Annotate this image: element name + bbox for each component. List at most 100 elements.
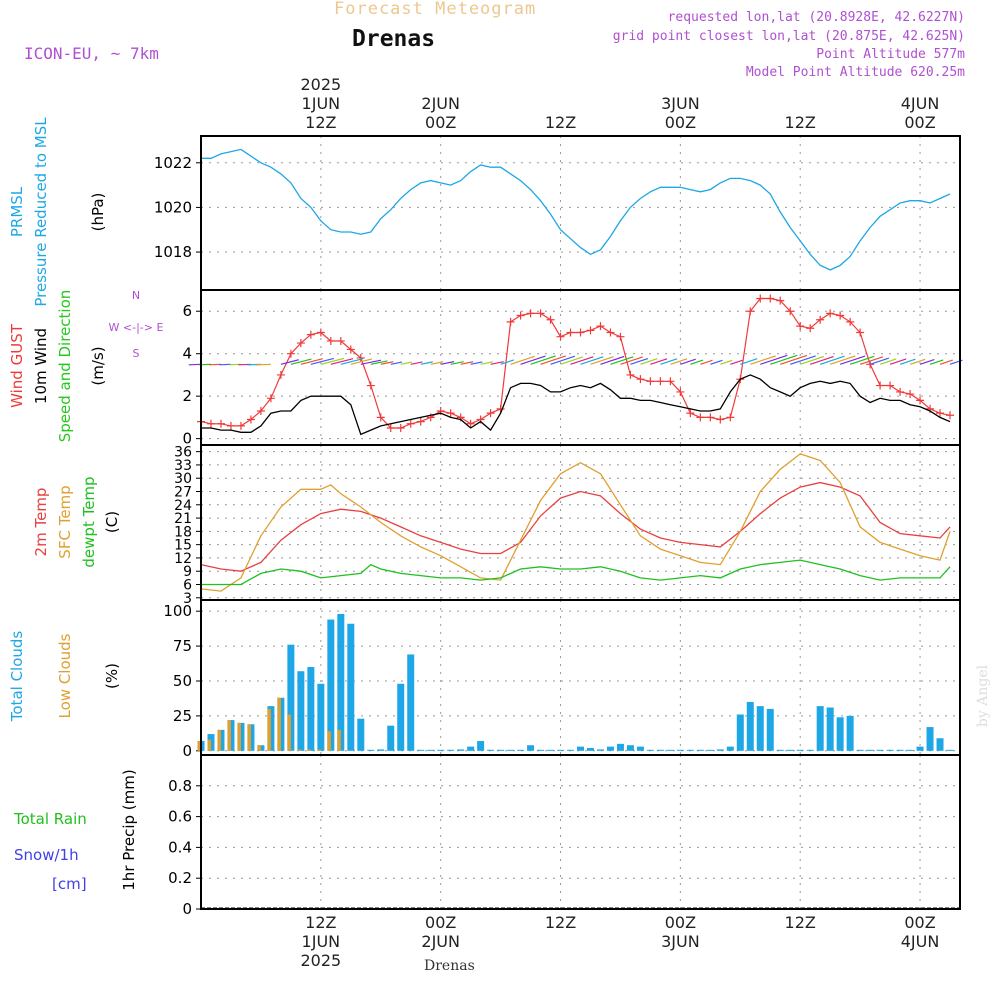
gust-marker	[796, 322, 805, 331]
gust-marker	[256, 407, 265, 416]
total-cloud-bar	[656, 749, 664, 751]
panel-frame	[200, 599, 961, 756]
gust-marker	[816, 315, 825, 324]
total-cloud-bar	[567, 749, 575, 751]
y-tick-label: 0	[182, 430, 192, 448]
total-cloud-bar	[916, 746, 924, 751]
wind-direction-arrow	[760, 354, 788, 365]
gust-series-line	[200, 297, 951, 429]
gust-marker	[656, 377, 665, 386]
gust-marker	[846, 317, 855, 326]
total-cloud-bar	[786, 749, 794, 751]
wind-direction-arrow	[919, 359, 935, 365]
gust-marker	[286, 349, 295, 358]
wind-direction-arrow	[580, 356, 604, 365]
requested-coords: requested lon,lat (20.8928E, 42.6227N)	[667, 10, 965, 25]
wind-direction-arrow	[380, 361, 394, 365]
total-cloud-bar	[886, 749, 894, 751]
low-cloud-bar	[197, 741, 201, 751]
panel-frame	[200, 754, 961, 910]
top-axis-label: 12Z	[305, 113, 336, 132]
gust-marker	[536, 309, 545, 318]
wind-direction-arrow	[610, 356, 634, 365]
total-cloud-bar	[836, 717, 844, 751]
wind-direction-arrow	[480, 361, 494, 365]
total-cloud-bar	[936, 738, 944, 751]
wind-10m-label: 10m Wind	[32, 328, 50, 404]
total-cloud-bar	[337, 613, 345, 751]
gust-marker	[896, 387, 905, 396]
top-axis-label: 2025	[300, 75, 341, 94]
bottom-axis-label: 12Z	[305, 913, 336, 932]
total-cloud-bar	[557, 749, 565, 751]
gust-marker	[516, 311, 525, 320]
gust-marker	[946, 411, 955, 420]
snow-label: Snow/1h	[14, 846, 79, 864]
wind-direction-arrow	[690, 359, 704, 365]
total-cloud-bar	[377, 749, 385, 751]
y-tick-label: 21	[174, 511, 192, 527]
wind-direction-arrow	[740, 358, 758, 365]
gust-marker	[916, 396, 925, 405]
total-cloud-bar	[467, 746, 475, 751]
wind-direction-arrow	[360, 359, 382, 365]
y-tick-label: 0	[182, 900, 192, 918]
dewpoint-label: dewpt Temp	[80, 476, 98, 567]
gust-marker	[356, 353, 365, 362]
bottom-axis-label: 2025	[300, 951, 341, 970]
y-tick-label: 12	[174, 551, 192, 567]
total-cloud-bar	[866, 749, 874, 751]
wind-direction-arrow	[939, 359, 953, 365]
wind-direction-arrow	[570, 356, 594, 365]
clouds-unit-label: (%)	[103, 663, 121, 689]
gust-marker	[486, 409, 495, 418]
gust-marker	[666, 377, 675, 386]
total-cloud-bar	[766, 708, 774, 751]
y-tick-label: 0	[182, 742, 192, 760]
wind-direction-arrow	[520, 355, 546, 365]
wind-direction-arrow	[680, 358, 696, 365]
gust-marker	[906, 390, 915, 399]
gust-marker	[936, 409, 945, 418]
low-cloud-bar	[337, 729, 341, 751]
gust-marker	[546, 315, 555, 324]
wind-direction-arrow	[400, 361, 413, 365]
wind-direction-arrow	[660, 358, 678, 365]
top-axis-label: 4JUN	[901, 94, 940, 113]
low-cloud-bar	[287, 714, 291, 751]
total-cloud-bar	[816, 706, 824, 751]
compass-north: N	[132, 289, 140, 302]
bottom-axis-label: 2JUN	[421, 932, 460, 951]
wind-direction-arrow	[500, 359, 515, 365]
wind-direction-arrow	[899, 358, 916, 365]
gust-marker	[616, 332, 625, 341]
total-cloud-bar	[806, 749, 814, 751]
gust-marker	[346, 345, 355, 354]
low-cloud-bar	[207, 739, 211, 751]
wind-direction-arrow	[370, 360, 388, 365]
model-label: ICON-EU, ~ 7km	[24, 44, 159, 63]
wind-direction-arrow	[710, 359, 723, 365]
total-cloud-bar	[477, 741, 485, 751]
y-tick-label: 9	[183, 564, 192, 580]
wind-direction-arrow	[730, 359, 743, 365]
top-axis-label: 1JUN	[302, 94, 341, 113]
y-tick-label: 4	[182, 345, 192, 363]
y-tick-label: 25	[173, 707, 192, 725]
sfc-temp-series-line	[200, 453, 951, 592]
low-cloud-bar	[267, 708, 271, 751]
bottom-axis-label: 00Z	[904, 913, 935, 932]
wind-direction-arrow	[440, 361, 455, 365]
total-cloud-bar	[537, 749, 545, 751]
wind-direction-arrow	[420, 361, 433, 365]
y-tick-label: 0.8	[168, 777, 192, 795]
total-rain-label: Total Rain	[13, 810, 87, 828]
wind-direction-arrow	[255, 363, 271, 366]
gust-marker	[696, 413, 705, 422]
y-tick-label: 15	[174, 538, 192, 554]
gust-marker	[716, 415, 725, 424]
gust-marker	[316, 328, 325, 337]
gust-marker	[636, 375, 645, 384]
gust-marker	[236, 421, 245, 430]
gust-marker	[406, 419, 415, 428]
